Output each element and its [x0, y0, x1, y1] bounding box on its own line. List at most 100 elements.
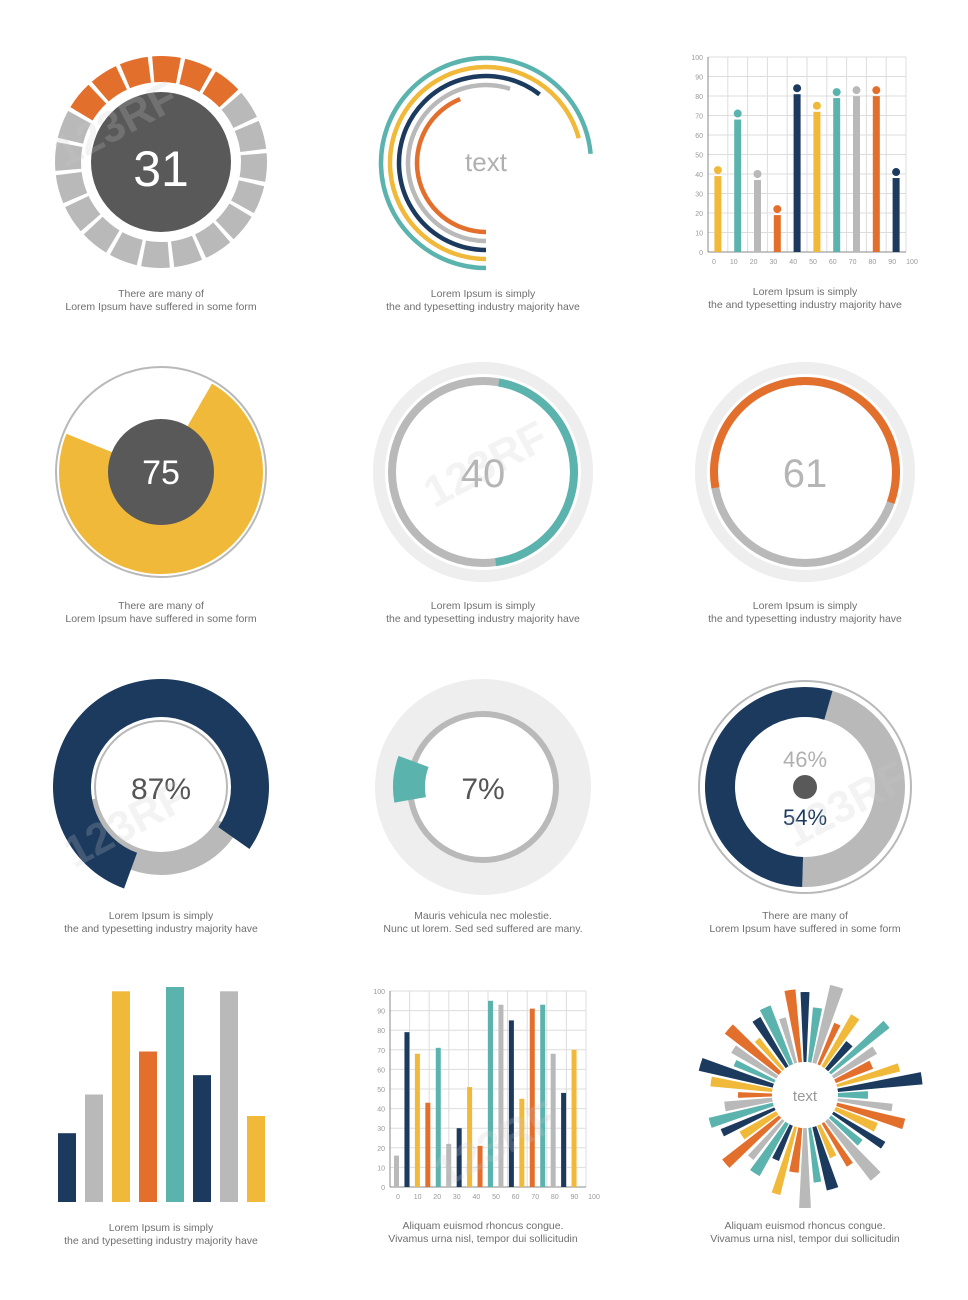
- bar: [853, 96, 860, 253]
- y-tick-label: 30: [377, 1126, 385, 1133]
- x-tick-label: 30: [770, 259, 778, 266]
- arc-series-gray: [405, 82, 511, 244]
- gauge-inner-bg: [385, 374, 581, 570]
- bar: [734, 119, 742, 252]
- caption-line-1: Lorem Ipsum is simply: [430, 288, 536, 300]
- split-donut-chart: 46% 54%: [698, 680, 912, 894]
- burst-bar: [710, 1076, 773, 1093]
- burst-bar: [800, 992, 810, 1063]
- arc-series-yellow: [387, 64, 581, 262]
- arc-series-navy: [396, 73, 541, 253]
- bar: [892, 178, 900, 252]
- lollipop-chart-card: 0 0 10 10 20 20 30 30 40 40 50 50 60 60 70 70 80 80 90 90 10…: [644, 30, 966, 340]
- burst-bar: [759, 1005, 794, 1066]
- gauge-value-label: 40: [461, 452, 506, 496]
- burst-bar: [733, 1059, 776, 1083]
- bar: [714, 176, 722, 252]
- bar: [404, 1032, 410, 1187]
- gauge-87-chart: 87%: [53, 679, 270, 889]
- bar: [508, 1020, 514, 1187]
- burst-bar: [837, 1098, 893, 1112]
- burst-bar: [834, 1106, 878, 1132]
- bar-dot: [832, 88, 841, 97]
- x-tick-label: 10: [730, 259, 738, 266]
- x-tick-label: 100: [906, 259, 918, 266]
- burst-bar: [836, 1102, 906, 1130]
- bar: [793, 94, 801, 252]
- caption-line-2: the and typesetting industry majority ha…: [64, 1235, 258, 1247]
- burst-bar: [799, 1127, 811, 1208]
- bar-dot: [793, 84, 802, 93]
- grouped-bars-card: 0 0 10 10 20 20 30 30 40 40 50 50 60 60 70 70 80 80 90 90 10…: [322, 975, 644, 1285]
- burst-bar: [724, 1024, 782, 1075]
- caption: Lorem Ipsum is simply the and typesettin…: [322, 288, 644, 314]
- gauge-segment: [70, 84, 107, 121]
- donut-slice-54: [705, 687, 833, 887]
- bar-dot: [753, 170, 762, 178]
- burst-bar: [750, 1121, 789, 1177]
- bar: [833, 98, 841, 252]
- burst-bar: [752, 1016, 789, 1069]
- caption-line-1: Lorem Ipsum is simply: [108, 910, 214, 922]
- caption-line-1: There are many of: [762, 910, 848, 922]
- caption-line-1: Lorem Ipsum is simply: [108, 1222, 214, 1234]
- caption-line-2: Nunc ut lorem. Sed sed suffered are many…: [383, 923, 583, 935]
- y-tick-label: 0: [381, 1185, 385, 1192]
- y-tick-label: 20: [695, 211, 703, 218]
- burst-bar: [784, 989, 803, 1063]
- bar-dot: [812, 101, 821, 110]
- burst-bar: [836, 1063, 901, 1088]
- arc-rings-chart: text: [378, 55, 593, 271]
- y-tick-label: 30: [695, 192, 703, 199]
- y-tick-label: 60: [695, 133, 703, 140]
- bar: [561, 1092, 567, 1187]
- donut-center-dot: [793, 775, 817, 799]
- caption-line-2: the and typesetting industry majority ha…: [386, 613, 580, 625]
- x-tick-label: 80: [551, 1194, 559, 1201]
- burst-bar: [779, 1017, 798, 1064]
- gauge-fill: [53, 679, 270, 889]
- caption-line-2: Vivamus urna nisl, tempor dui sollicitud…: [388, 1233, 578, 1245]
- bar: [220, 991, 238, 1202]
- bar-dot: [852, 86, 861, 95]
- gauge-value-label: 7%: [461, 773, 504, 806]
- burst-bar: [831, 1046, 878, 1079]
- burst-bar: [789, 1127, 803, 1173]
- bar: [394, 1155, 399, 1187]
- burst-bar: [747, 1118, 785, 1161]
- caption: There are many of Lorem Ipsum have suffe…: [0, 600, 322, 626]
- y-tick-label: 100: [691, 55, 703, 62]
- burst-bar: [724, 1097, 773, 1112]
- gauge-segment: [179, 58, 213, 92]
- caption: Aliquam euismod rhoncus congue. Vivamus …: [644, 1220, 966, 1246]
- gauge-61-card: 61 Lorem Ipsum is simply the and typeset…: [644, 345, 966, 655]
- gauge-fill: [710, 377, 900, 504]
- lollipop-bar-chart: 0 0 10 10 20 20 30 30 40 40 50 50 60 60 70 70 80 80 90 90 10…: [691, 55, 918, 266]
- bar: [193, 1075, 211, 1202]
- y-tick-label: 10: [695, 231, 703, 238]
- burst-bar: [817, 1022, 841, 1066]
- caption: There are many of Lorem Ipsum have suffe…: [644, 910, 966, 936]
- x-tick-label: 50: [809, 259, 817, 266]
- bar: [85, 1094, 103, 1202]
- bar: [571, 1049, 577, 1187]
- caption-line-1: Aliquam euismod rhoncus congue.: [402, 1220, 564, 1232]
- bar: [477, 1145, 483, 1187]
- x-tick-label: 100: [588, 1194, 600, 1201]
- burst-bar: [754, 1037, 785, 1072]
- bar: [488, 1000, 493, 1187]
- bar: [813, 111, 821, 252]
- burst-bar: [831, 1111, 886, 1149]
- gauge-segment: [215, 203, 252, 240]
- radial-burst-card: text Aliquam euismod rhoncus congue. Viv…: [644, 975, 966, 1285]
- bar: [540, 1004, 546, 1187]
- burst-bar: [772, 1124, 793, 1162]
- y-tick-label: 20: [377, 1146, 385, 1153]
- bar: [139, 1051, 157, 1202]
- segmented-gauge-card: 31 There are many of Lorem Ipsum have su…: [0, 30, 322, 340]
- bar: [446, 1143, 452, 1187]
- bar: [414, 1053, 420, 1187]
- bar: [112, 991, 130, 1202]
- burst-bar: [837, 1091, 868, 1099]
- radial-burst-chart: text: [698, 984, 923, 1208]
